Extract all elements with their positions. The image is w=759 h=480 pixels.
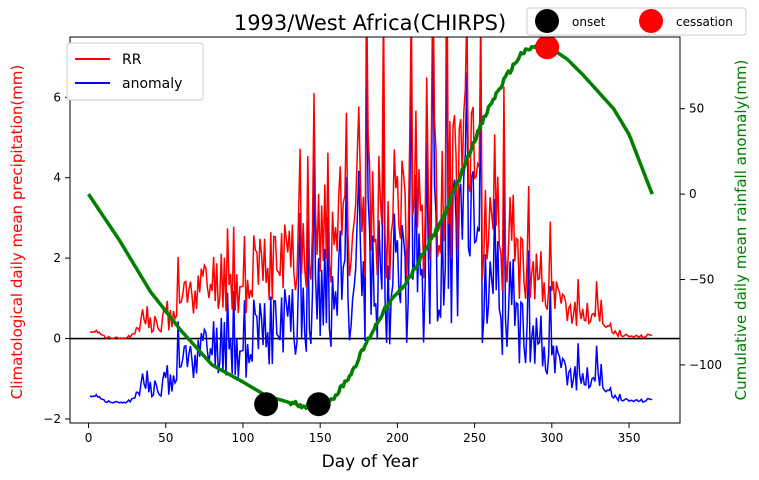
legend-markers-box: [526, 7, 747, 36]
x-tick-label: 0: [85, 431, 93, 445]
plot-axes: 0 50 100 150 200 250 300 350 −2 0 2 4 6 −100 −50 0 50: [43, 36, 722, 445]
legend-series-box: [66, 42, 204, 101]
series-anomaly-line: [89, 37, 653, 404]
chart-title: 1993/West Africa(CHIRPS): [234, 11, 506, 35]
legend-series: RR anomaly: [66, 42, 204, 101]
legend-onset-label: onset: [572, 15, 606, 29]
cessation-marker: [535, 37, 560, 60]
series-rr-line: [89, 37, 653, 340]
series-cumulative-line: [87, 43, 654, 411]
x-tick-label: 50: [158, 431, 173, 445]
x-tick-label: 300: [540, 431, 563, 445]
legend-cessation-label: cessation: [676, 15, 733, 29]
plot-series: [70, 37, 680, 417]
plot-border: [69, 36, 681, 424]
y-tick-label-right: −100: [689, 358, 722, 372]
y-tick-label-right: −50: [689, 273, 714, 287]
legend-markers: onset cessation: [526, 7, 747, 36]
onset-marker: [254, 392, 279, 417]
y-tick-label-left: −2: [43, 412, 61, 426]
legend-anomaly-label: anomaly: [122, 76, 182, 92]
y-tick-label-right: 50: [689, 102, 704, 116]
x-tick-label: 150: [309, 431, 332, 445]
x-tick-label: 350: [618, 431, 641, 445]
y-axis-label-left: Climatological daily mean precipitation(…: [8, 65, 26, 400]
y-tick-label-left: 2: [53, 251, 61, 265]
x-tick-label: 250: [463, 431, 486, 445]
y-tick-label-left: 0: [53, 332, 61, 346]
legend-onset-marker: [535, 9, 559, 33]
y-tick-label-right: 0: [689, 187, 697, 201]
x-axis-label: Day of Year: [322, 452, 419, 472]
y-tick-label-left: 6: [53, 90, 61, 104]
y-axis-label-right: Cumulative daily mean rainfall anomaly(m…: [732, 60, 750, 401]
x-tick-label: 100: [232, 431, 255, 445]
onset-marker-2: [306, 392, 331, 417]
y-tick-label-left: 4: [53, 171, 61, 185]
legend-cessation-marker: [639, 9, 663, 33]
x-tick-label: 200: [386, 431, 409, 445]
legend-rr-label: RR: [122, 52, 142, 68]
